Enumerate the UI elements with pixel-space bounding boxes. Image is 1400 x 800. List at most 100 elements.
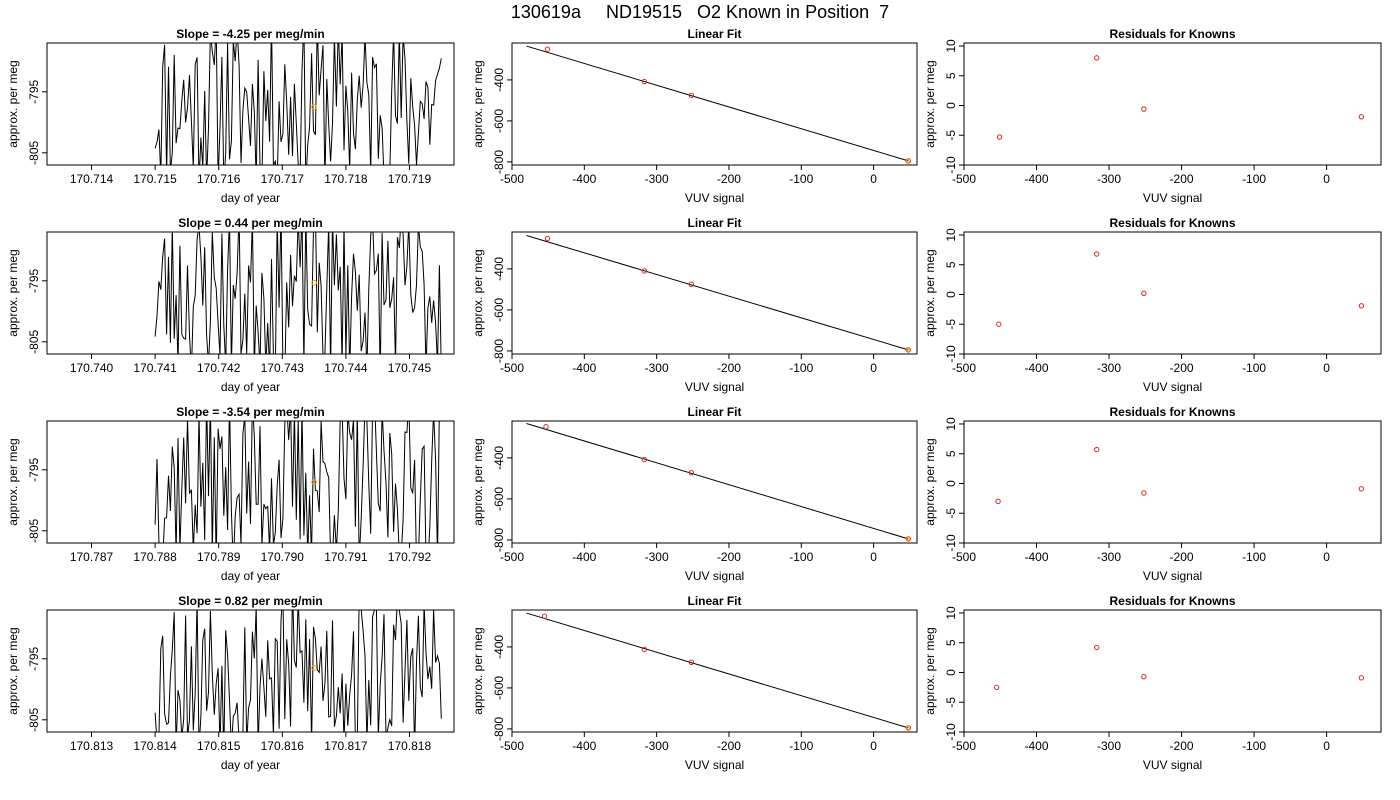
data-trace <box>154 421 440 543</box>
x-tick-label: 170.719 <box>388 172 432 186</box>
known-point <box>1094 55 1100 61</box>
known-point <box>1094 644 1100 651</box>
known-point <box>641 646 648 653</box>
known-point <box>1141 490 1147 496</box>
panel-title: Residuals for Knowns <box>1109 27 1235 41</box>
x-axis-label: VUV signal <box>685 191 744 205</box>
plot-frame <box>511 609 918 733</box>
plot-frame <box>46 609 455 733</box>
y-axis-label: approx. per meg <box>471 627 485 714</box>
plot-frame <box>511 420 918 544</box>
panel-r4-c2: Linear Fit -500 -400 -300 -200 -100 0 -400 -600 -… <box>471 594 918 772</box>
plot-frame <box>511 231 918 355</box>
sample-point <box>311 104 317 110</box>
known-point <box>641 78 648 85</box>
plot-frame <box>963 231 1382 355</box>
x-tick-label: -200 <box>717 172 741 186</box>
x-tick-label: -400 <box>1025 172 1049 186</box>
x-tick-label: -200 <box>717 361 741 375</box>
x-tick-label: -100 <box>1242 739 1266 753</box>
known-point <box>543 424 549 430</box>
sample-point <box>906 158 911 163</box>
x-tick-label: -400 <box>572 739 596 753</box>
y-axis-label: approx. per meg <box>923 249 937 336</box>
x-tick-label: -200 <box>1170 739 1194 753</box>
x-tick-label: 170.792 <box>388 550 432 564</box>
known-point <box>1094 446 1100 453</box>
y-tick-label: -5 <box>944 319 958 330</box>
plot-area <box>993 644 1365 691</box>
y-tick-label: 10 <box>944 228 958 242</box>
plot-frame <box>46 420 455 544</box>
known-point <box>688 469 695 476</box>
x-tick-label: 170.740 <box>70 361 114 375</box>
y-tick-label: -795 <box>27 457 41 481</box>
plot-area <box>154 610 442 732</box>
x-tick-label: 170.716 <box>197 172 241 186</box>
known-point <box>1358 303 1365 309</box>
x-tick-label: 170.742 <box>197 361 241 375</box>
y-tick-label: -800 <box>492 339 506 363</box>
plot-area <box>526 422 912 542</box>
x-tick-label: -100 <box>1242 172 1266 186</box>
x-tick-label: 170.815 <box>197 739 241 753</box>
x-tick-label: -500 <box>952 550 976 564</box>
x-tick-label: -100 <box>1242 550 1266 564</box>
x-tick-label: -300 <box>645 739 669 753</box>
x-axis-label: day of year <box>221 380 280 394</box>
panel-r1-c2: Linear Fit -500 -400 -300 -200 -100 0 -400 -600 -… <box>471 27 918 205</box>
sample-point <box>311 279 317 286</box>
y-tick-label: -795 <box>27 646 41 670</box>
data-trace <box>154 232 442 354</box>
panel-r4-c3: Residuals for Knowns-500 -400 -300 -200 -100… <box>923 594 1382 772</box>
x-tick-label: -500 <box>500 361 524 375</box>
known-point <box>905 536 912 542</box>
known-point <box>688 659 695 665</box>
x-tick-label: -300 <box>645 550 669 564</box>
plot-area <box>996 55 1365 140</box>
x-tick-label: -100 <box>789 550 813 564</box>
x-tick-label: 170.717 <box>261 172 305 186</box>
panel-title: Slope = 0.44 per meg/min <box>178 216 322 230</box>
x-tick-label: 170.787 <box>70 550 114 564</box>
x-tick-label: -200 <box>1170 550 1194 564</box>
y-tick-label: -600 <box>492 109 506 133</box>
plot-area <box>154 43 442 165</box>
x-axis-label: VUV signal <box>1143 569 1202 583</box>
panel-title: Slope = -3.54 per meg/min <box>176 405 324 419</box>
x-tick-label: -400 <box>1025 550 1049 564</box>
known-point <box>1358 114 1365 120</box>
known-point <box>996 134 1003 140</box>
sample-point <box>311 665 317 671</box>
x-tick-label: 0 <box>870 172 877 186</box>
known-point <box>541 613 548 619</box>
x-tick-label: 170.745 <box>388 361 432 375</box>
x-tick-label: -100 <box>789 739 813 753</box>
panel-title: Residuals for Knowns <box>1109 594 1235 608</box>
known-point <box>688 281 695 287</box>
x-tick-label: 170.788 <box>133 550 177 564</box>
known-point <box>1094 251 1100 257</box>
plot-area <box>996 251 1365 327</box>
plot-area <box>526 612 912 731</box>
known-point <box>996 321 1002 327</box>
x-tick-label: 170.743 <box>261 361 305 375</box>
x-tick-label: 170.813 <box>70 739 114 753</box>
x-tick-label: 170.718 <box>324 172 368 186</box>
x-tick-label: -200 <box>717 739 741 753</box>
known-point <box>905 725 912 731</box>
panel-title: Slope = 0.82 per meg/min <box>178 594 322 608</box>
y-tick-label: -600 <box>492 676 506 700</box>
y-axis-label: approx. per meg <box>923 438 937 525</box>
panel-title: Linear Fit <box>687 27 741 41</box>
y-tick-label: -5 <box>944 508 958 519</box>
fit-line <box>526 422 909 540</box>
fit-line <box>526 235 909 351</box>
x-tick-label: 170.714 <box>70 172 114 186</box>
figure-title: 130619a ND19515 O2 Known in Position 7 <box>510 2 890 22</box>
y-axis-label: approx. per meg <box>923 627 937 714</box>
known-point <box>1358 486 1365 492</box>
x-tick-label: -300 <box>645 361 669 375</box>
y-tick-label: -795 <box>27 79 41 103</box>
